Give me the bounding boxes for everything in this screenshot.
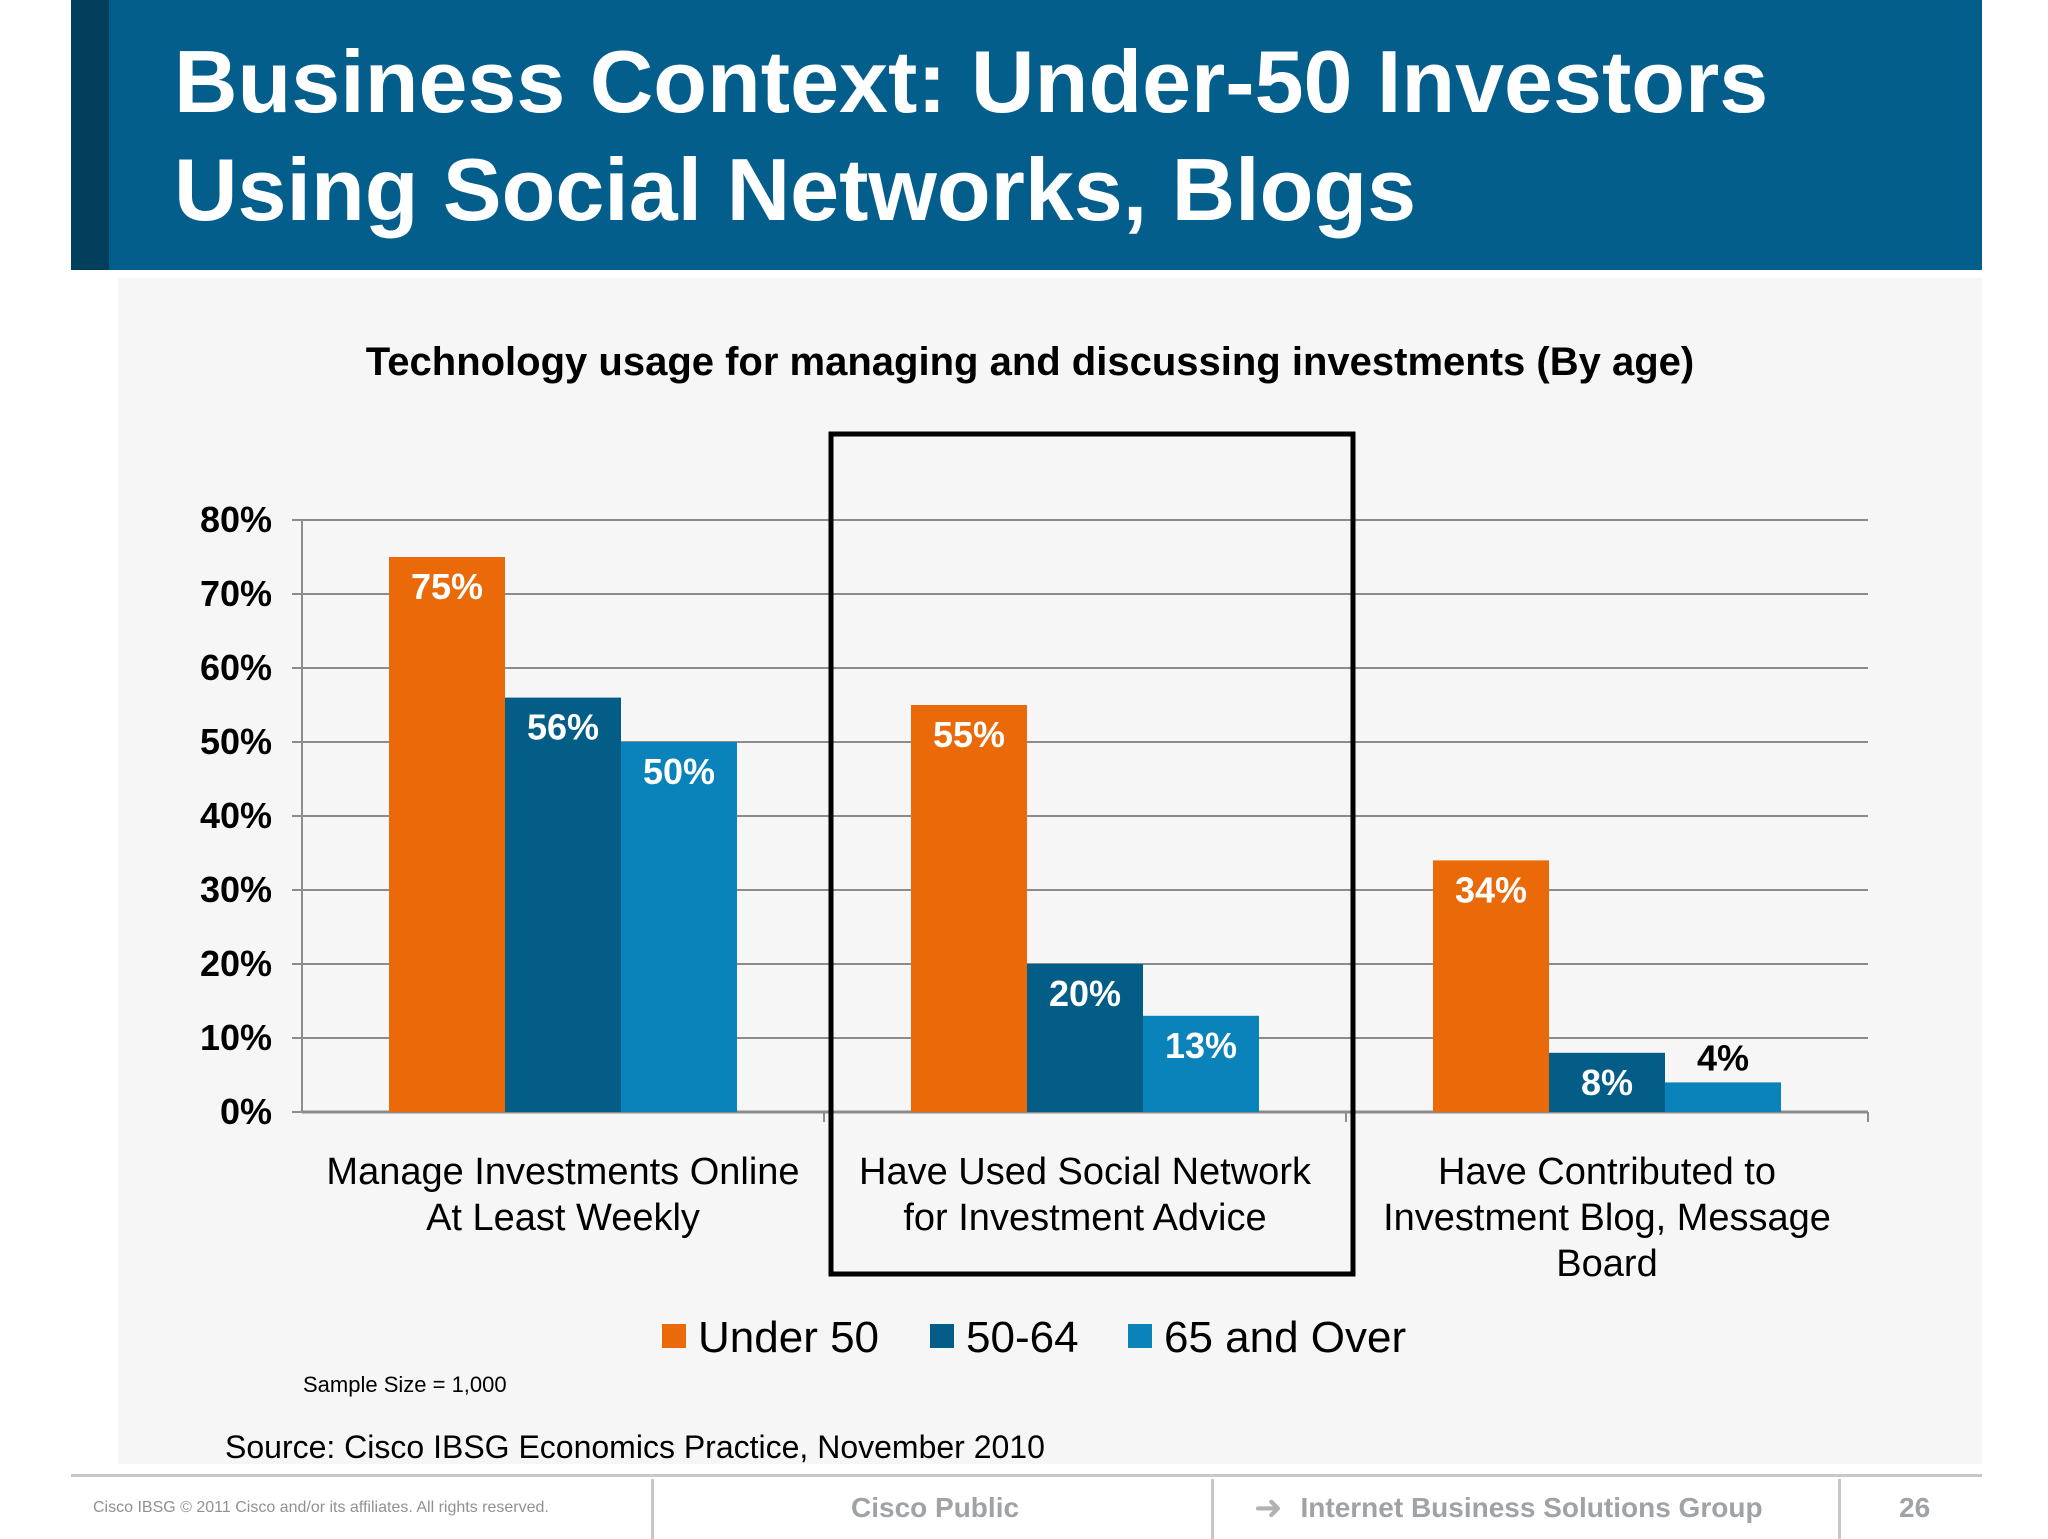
category-label: Have Used Social Network: [859, 1151, 1312, 1193]
data-label: 20%: [1049, 973, 1121, 1014]
legend-label: 65 and Over: [1164, 1313, 1406, 1362]
data-label: 56%: [527, 707, 599, 748]
footer-group: ➜ Internet Business Solutions Group: [1254, 1477, 1763, 1539]
category-label: for Investment Advice: [903, 1197, 1266, 1239]
bar: [505, 697, 621, 1112]
y-tick-label: 30%: [200, 869, 272, 910]
category-label: Board: [1556, 1243, 1657, 1285]
arrow-right-icon: ➜: [1254, 1489, 1283, 1527]
page-number: 26: [1899, 1492, 1931, 1523]
bar: [1027, 964, 1143, 1112]
chart-title: Technology usage for managing and discus…: [366, 340, 1694, 384]
y-tick-label: 50%: [200, 721, 272, 762]
footer-group-label: Internet Business Solutions Group: [1300, 1492, 1763, 1523]
data-label: 50%: [643, 751, 715, 792]
category-label: At Least Weekly: [426, 1197, 700, 1239]
category-label: Manage Investments Online: [326, 1151, 799, 1193]
bar-chart: Technology usage for managing and discus…: [200, 340, 1869, 1362]
footer-divider: [651, 1479, 654, 1539]
y-tick-label: 40%: [200, 795, 272, 836]
slide-title: Business Context: Under-50 Investors Usi…: [174, 28, 1954, 244]
y-tick-label: 80%: [200, 499, 272, 540]
bar: [389, 557, 505, 1112]
data-label: 4%: [1697, 1037, 1749, 1078]
bar: [1665, 1082, 1781, 1112]
footer-divider: [1838, 1479, 1841, 1539]
legend-label: Under 50: [698, 1313, 879, 1362]
y-tick-label: 60%: [200, 647, 272, 688]
data-label: 75%: [411, 566, 483, 607]
data-label: 55%: [933, 714, 1005, 755]
legend-swatch: [1128, 1324, 1152, 1348]
y-tick-label: 70%: [200, 573, 272, 614]
slide-title-line-1: Business Context: Under-50 Investors: [174, 32, 1769, 131]
footer-divider: [1211, 1479, 1214, 1539]
category-label: Have Contributed to: [1438, 1151, 1776, 1193]
bar: [1143, 1015, 1259, 1112]
y-tick-label: 10%: [200, 1017, 272, 1058]
bar: [1549, 1052, 1665, 1112]
footer: Cisco IBSG © 2011 Cisco and/or its affil…: [71, 1474, 1982, 1539]
title-band: [71, 0, 1982, 270]
data-label: 8%: [1581, 1062, 1633, 1103]
bar: [911, 705, 1027, 1112]
y-tick-label: 0%: [220, 1091, 272, 1132]
legend-swatch: [662, 1324, 686, 1348]
data-label: 13%: [1165, 1025, 1237, 1066]
slide-title-line-2: Using Social Networks, Blogs: [174, 140, 1417, 239]
footer-classification: Cisco Public: [851, 1492, 1020, 1523]
bar: [621, 742, 737, 1112]
sample-size-note: Sample Size = 1,000: [303, 1372, 507, 1397]
category-label: Investment Blog, Message: [1383, 1197, 1831, 1239]
title-accent-bar: [71, 0, 109, 270]
bar: [1433, 860, 1549, 1112]
footer-copyright: Cisco IBSG © 2011 Cisco and/or its affil…: [93, 1499, 549, 1516]
source-note: Source: Cisco IBSG Economics Practice, N…: [225, 1429, 1045, 1465]
y-tick-label: 20%: [200, 943, 272, 984]
data-label: 34%: [1455, 869, 1527, 910]
legend-swatch: [930, 1324, 954, 1348]
highlight-frame: [828, 431, 1356, 1277]
legend-label: 50-64: [966, 1313, 1079, 1362]
